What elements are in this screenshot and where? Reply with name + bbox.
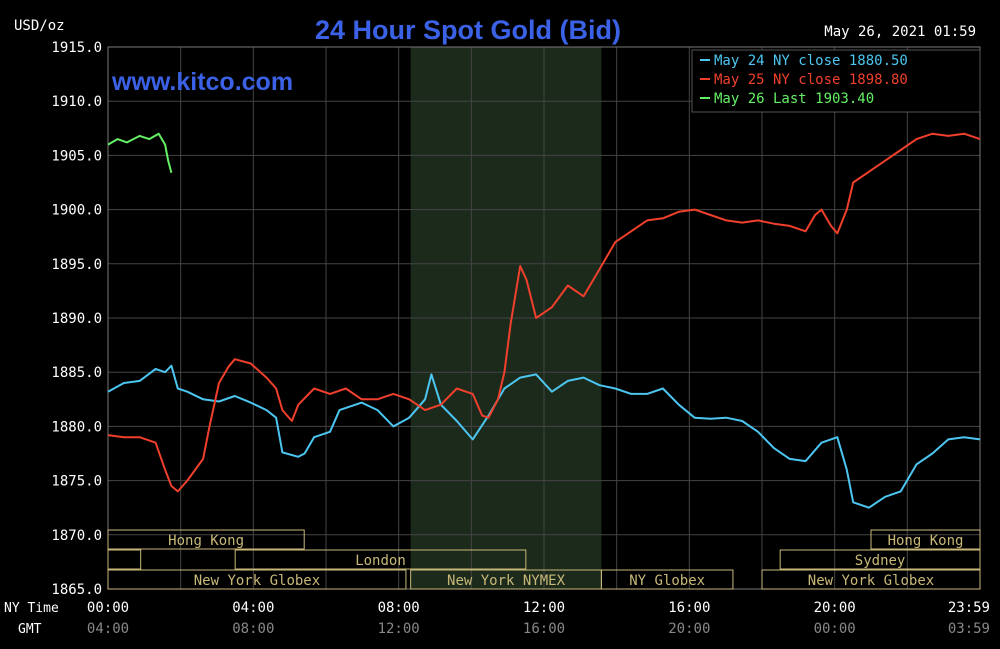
legend-entry: May 25 NY close 1898.80: [714, 72, 908, 88]
x-tick-label-ny: 00:00: [87, 600, 129, 616]
market-session-box: [107, 569, 407, 590]
market-session-label: New York Globex: [194, 573, 320, 589]
chart-timestamp: May 26, 2021 01:59: [824, 24, 976, 40]
market-session-box: [779, 549, 981, 570]
market-session-box: [761, 569, 981, 590]
x-tick-label-gmt: 04:00: [87, 621, 129, 637]
y-tick-label: 1885.0: [51, 365, 102, 381]
market-session-label: Hong Kong: [168, 533, 244, 549]
x-tick-label-gmt: 08:00: [232, 621, 274, 637]
legend-entry: May 26 Last 1903.40: [714, 91, 874, 107]
x-tick-label-ny: 23:59: [948, 600, 990, 616]
x-tick-label-gmt: 00:00: [814, 621, 856, 637]
x-row-label-gmt: GMT: [18, 622, 42, 637]
y-tick-label: 1895.0: [51, 257, 102, 273]
x-tick-label-ny: 20:00: [814, 600, 856, 616]
market-session-label: NY Globex: [629, 573, 705, 589]
x-tick-label-gmt: 03:59: [948, 621, 990, 637]
x-tick-label-ny: 16:00: [668, 600, 710, 616]
x-row-label-ny: NY Time: [4, 601, 59, 616]
x-tick-label-gmt: 16:00: [523, 621, 565, 637]
kitco-watermark: www.kitco.com: [111, 68, 293, 96]
y-tick-label: 1910.0: [51, 94, 102, 110]
y-tick-label: 1900.0: [51, 203, 102, 219]
market-session-box: [234, 549, 527, 570]
market-session-box: [870, 529, 981, 550]
x-tick-label-ny: 04:00: [232, 600, 274, 616]
market-session-label: New York Globex: [808, 573, 934, 589]
y-axis-unit-label: USD/oz: [14, 18, 65, 34]
x-tick-label-ny: 08:00: [378, 600, 420, 616]
market-session-label: New York NYMEX: [447, 573, 566, 589]
market-session-box: [107, 549, 142, 570]
legend-entry: May 24 NY close 1880.50: [714, 53, 908, 69]
y-tick-label: 1865.0: [51, 582, 102, 598]
legend: May 24 NY close 1880.50 May 25 NY close 1…: [691, 49, 981, 113]
y-tick-label: 1880.0: [51, 419, 102, 435]
price-series-line: [107, 364, 981, 509]
y-tick-label: 1870.0: [51, 528, 102, 544]
market-session-label: Hong Kong: [888, 533, 964, 549]
y-tick-label: 1915.0: [51, 40, 102, 56]
market-session-label: Sydney: [855, 553, 906, 569]
chart-title: 24 Hour Spot Gold (Bid): [315, 15, 621, 45]
y-tick-label: 1905.0: [51, 148, 102, 164]
market-session-label: London: [355, 553, 406, 569]
legend-box: [691, 49, 981, 113]
market-session-box: [600, 569, 734, 590]
y-tick-label: 1890.0: [51, 311, 102, 327]
market-session-box: [107, 529, 305, 550]
y-tick-label: 1875.0: [51, 474, 102, 490]
price-series-line: [107, 132, 981, 493]
x-tick-label-gmt: 12:00: [378, 621, 420, 637]
x-tick-label-ny: 12:00: [523, 600, 565, 616]
price-series-line: [107, 132, 173, 173]
x-tick-label-gmt: 20:00: [668, 621, 710, 637]
